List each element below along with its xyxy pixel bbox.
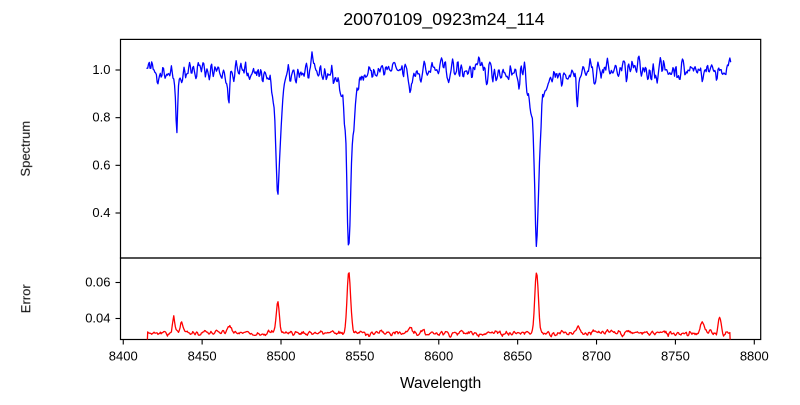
svg-text:0.8: 0.8	[92, 110, 110, 125]
svg-text:8650: 8650	[503, 349, 532, 364]
svg-text:8800: 8800	[740, 349, 769, 364]
svg-text:1.0: 1.0	[92, 62, 110, 77]
svg-text:0.04: 0.04	[85, 311, 110, 326]
svg-text:8600: 8600	[424, 349, 453, 364]
svg-text:8750: 8750	[661, 349, 690, 364]
svg-text:0.4: 0.4	[92, 205, 110, 220]
svg-text:0.6: 0.6	[92, 157, 110, 172]
svg-text:8400: 8400	[109, 349, 138, 364]
svg-text:0.06: 0.06	[85, 275, 110, 290]
svg-text:8550: 8550	[345, 349, 374, 364]
svg-text:8450: 8450	[188, 349, 217, 364]
svg-text:Wavelength: Wavelength	[400, 375, 481, 392]
svg-text:8500: 8500	[267, 349, 296, 364]
svg-text:8700: 8700	[582, 349, 611, 364]
svg-text:20070109_0923m24_114: 20070109_0923m24_114	[343, 9, 544, 30]
svg-text:Spectrum: Spectrum	[18, 121, 33, 177]
svg-text:Error: Error	[18, 284, 33, 314]
